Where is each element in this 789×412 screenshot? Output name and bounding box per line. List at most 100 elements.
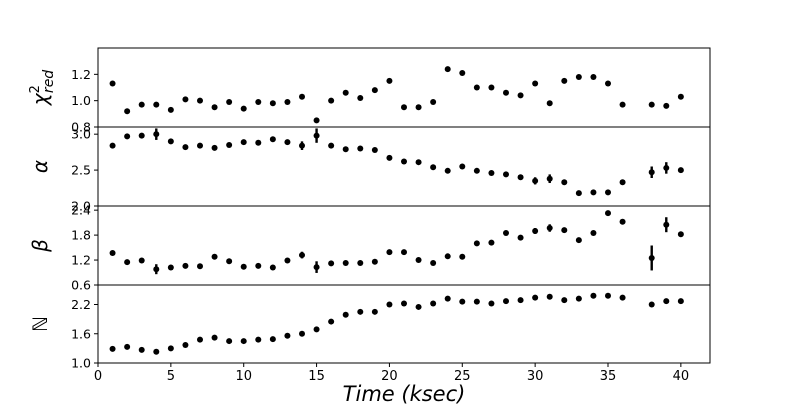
data-point bbox=[488, 169, 495, 176]
data-point bbox=[269, 136, 276, 143]
data-point bbox=[138, 132, 145, 139]
data-point bbox=[488, 239, 495, 246]
data-point bbox=[357, 308, 364, 315]
data-point bbox=[284, 332, 291, 339]
panel-3: 1.0 1.6 2.2 ℕ bbox=[28, 284, 711, 371]
data-point bbox=[532, 177, 539, 184]
data-point bbox=[473, 240, 480, 247]
data-point bbox=[648, 301, 655, 308]
data-point bbox=[532, 294, 539, 301]
data-point bbox=[284, 139, 291, 146]
x-axis-label: Time (ksec) bbox=[343, 382, 466, 406]
data-point bbox=[677, 93, 684, 100]
data-point bbox=[328, 260, 335, 267]
data-point bbox=[167, 138, 174, 145]
data-point bbox=[386, 77, 393, 84]
data-point bbox=[109, 142, 116, 149]
y-tick-label: 0.8 bbox=[71, 120, 91, 135]
data-point bbox=[444, 253, 451, 260]
data-point bbox=[677, 298, 684, 305]
data-point bbox=[444, 66, 451, 73]
data-point bbox=[575, 73, 582, 80]
data-point bbox=[371, 308, 378, 315]
data-point bbox=[124, 259, 131, 266]
data-point bbox=[401, 158, 407, 165]
data-point bbox=[197, 97, 203, 104]
data-point bbox=[211, 144, 218, 151]
data-point bbox=[546, 175, 553, 182]
x-axis: 0 5 10 15 20 25 30 35 40 bbox=[94, 363, 689, 384]
panel-frame bbox=[97, 126, 711, 207]
data-point bbox=[532, 227, 539, 234]
data-point bbox=[444, 295, 451, 302]
data-point bbox=[619, 218, 626, 225]
x-tick-label: 10 bbox=[235, 369, 252, 384]
data-point bbox=[575, 237, 582, 244]
data-point bbox=[313, 132, 320, 139]
data-point bbox=[561, 77, 568, 84]
data-point bbox=[226, 98, 233, 105]
data-point bbox=[109, 80, 116, 87]
data-point bbox=[605, 292, 611, 299]
data-point bbox=[226, 141, 233, 148]
data-point bbox=[546, 293, 553, 300]
data-point bbox=[167, 106, 174, 113]
data-point bbox=[619, 179, 626, 186]
data-point bbox=[401, 249, 407, 256]
data-point bbox=[299, 93, 305, 100]
data-point bbox=[575, 190, 582, 197]
data-point bbox=[459, 163, 466, 170]
y-tick-label: 1.6 bbox=[71, 326, 91, 341]
data-point bbox=[240, 105, 247, 112]
data-point bbox=[269, 100, 276, 107]
data-point bbox=[546, 100, 553, 107]
data-point bbox=[430, 259, 437, 266]
data-point bbox=[167, 345, 174, 352]
y-tick-label: 2.4 bbox=[71, 203, 91, 218]
x-tick-label: 20 bbox=[381, 369, 398, 384]
data-point bbox=[153, 101, 160, 108]
data-point bbox=[648, 101, 655, 108]
data-point bbox=[211, 253, 218, 260]
panel-y-label: α bbox=[28, 160, 52, 173]
data-point bbox=[590, 73, 597, 80]
data-point bbox=[342, 259, 349, 266]
data-point bbox=[182, 96, 189, 103]
data-point bbox=[415, 257, 422, 264]
data-point bbox=[473, 167, 480, 174]
data-point bbox=[328, 97, 335, 104]
panel-2: 0.6 1.2 1.8 2.4 β bbox=[28, 203, 711, 293]
data-point bbox=[299, 142, 305, 149]
data-point bbox=[590, 230, 597, 237]
x-tick-label: 25 bbox=[454, 369, 471, 384]
data-point bbox=[226, 258, 233, 265]
data-point bbox=[415, 303, 422, 310]
y-tick-label: 1.8 bbox=[71, 228, 91, 243]
data-point bbox=[328, 142, 335, 149]
data-point bbox=[590, 292, 597, 299]
x-tick-label: 15 bbox=[308, 369, 325, 384]
data-point bbox=[240, 139, 247, 146]
data-point bbox=[211, 104, 218, 111]
data-point bbox=[109, 345, 116, 352]
y-tick-label: 2.2 bbox=[71, 297, 91, 312]
data-point bbox=[153, 266, 160, 273]
data-point bbox=[284, 257, 291, 264]
data-point bbox=[342, 89, 349, 96]
data-point bbox=[677, 231, 684, 238]
data-point bbox=[503, 230, 509, 237]
data-point bbox=[328, 318, 335, 325]
data-point bbox=[313, 117, 320, 124]
x-tick-label: 30 bbox=[527, 369, 544, 384]
data-point bbox=[430, 98, 437, 105]
data-point bbox=[371, 146, 378, 153]
data-point bbox=[357, 145, 364, 152]
data-point bbox=[619, 294, 626, 301]
data-point bbox=[386, 301, 393, 308]
data-point bbox=[109, 249, 116, 256]
y-tick-label: 2.0 bbox=[71, 199, 91, 214]
data-point bbox=[299, 330, 305, 337]
data-point bbox=[299, 252, 305, 259]
data-point bbox=[255, 262, 262, 269]
data-point bbox=[386, 154, 393, 161]
